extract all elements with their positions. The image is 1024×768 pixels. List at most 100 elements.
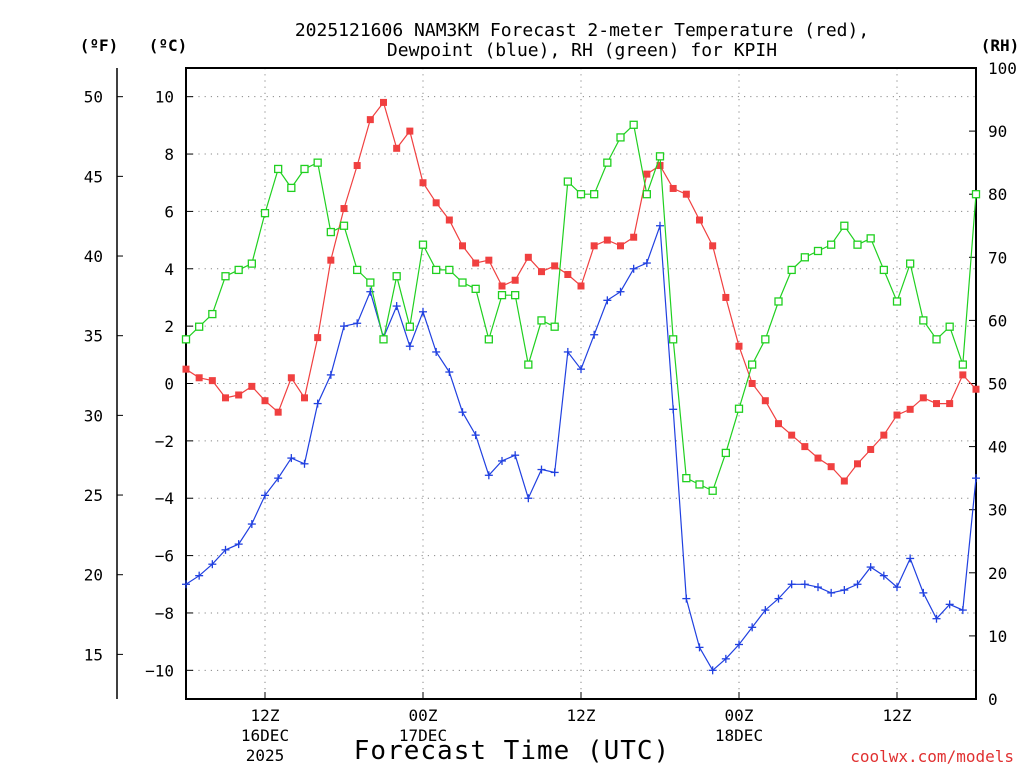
dewpoint-point — [234, 540, 243, 549]
celsius-tick-label: −4 — [155, 489, 174, 508]
rh-point — [603, 158, 612, 167]
temperature-point — [208, 377, 216, 385]
celsius-tick-label: −10 — [145, 661, 174, 680]
dewpoint-point — [682, 594, 691, 603]
rh-point — [471, 284, 480, 294]
rh-point — [866, 234, 875, 243]
rh-point — [669, 335, 678, 344]
rh-point — [576, 190, 586, 199]
temperature-point — [893, 411, 901, 419]
rh-point — [392, 272, 401, 281]
dewpoint-point — [761, 606, 770, 615]
rh-point — [208, 309, 217, 319]
temperature-point — [722, 293, 730, 301]
series-temperature — [182, 98, 980, 485]
temperature-point — [682, 190, 690, 198]
chart-title-line2: Dewpoint (blue), RH (green) for KPIH — [387, 40, 777, 61]
temperature-point — [274, 408, 282, 416]
rh-point — [655, 152, 665, 161]
dewpoint-point — [274, 474, 283, 483]
x-tick-label: 12Z — [251, 706, 280, 725]
rh-point — [418, 240, 428, 249]
rh-point — [945, 322, 954, 331]
rh-point — [971, 190, 981, 199]
temperature-point — [498, 282, 506, 290]
dewpoint-point — [708, 666, 717, 675]
rh-point — [642, 190, 651, 199]
temperature-point — [788, 431, 796, 439]
grid-lines — [186, 68, 976, 699]
celsius-tick-label: 4 — [164, 260, 174, 279]
dewpoint-point — [550, 468, 559, 477]
rh-point — [879, 265, 888, 275]
dewpoint-point — [405, 342, 414, 351]
rh-point — [695, 480, 704, 489]
temperature-point — [340, 205, 348, 213]
dewpoint-point — [419, 307, 427, 316]
dewpoint-point — [458, 408, 467, 417]
temperature-point — [656, 162, 664, 170]
dewpoint-point — [524, 494, 533, 503]
rh-point — [511, 291, 520, 300]
fahrenheit-axis-label: (ºF) — [80, 36, 119, 55]
dewpoint-point — [247, 520, 256, 529]
dewpoint-point — [392, 302, 401, 311]
dewpoint-point — [471, 431, 480, 440]
temperature-point — [643, 170, 651, 178]
rh-point — [339, 221, 349, 230]
temperature-point — [366, 116, 374, 124]
temperature-point — [669, 184, 677, 192]
celsius-tick-label: −2 — [155, 432, 174, 451]
temperature-point — [775, 420, 782, 428]
temperature-point — [933, 400, 940, 408]
rh-point — [919, 316, 928, 325]
x-tick-date-label: 16DEC — [241, 726, 289, 745]
temperature-point — [445, 216, 453, 224]
temperature-point — [603, 236, 611, 244]
x-axis-title: Forecast Time (UTC) — [354, 736, 670, 766]
dewpoint-point — [590, 330, 599, 339]
rh-point — [313, 158, 322, 167]
temperature-point — [538, 268, 545, 276]
rh-tick-label: 80 — [988, 185, 1007, 204]
rh-point — [234, 265, 243, 275]
rh-point — [932, 335, 941, 344]
rh-axis-label: (RH) — [981, 36, 1020, 55]
series-rh — [181, 120, 981, 495]
dewpoint-point — [300, 459, 309, 468]
temperature-point — [222, 394, 229, 402]
rh-point — [787, 265, 796, 275]
rh-point — [590, 190, 599, 199]
temperature-point — [906, 405, 914, 413]
rh-point — [734, 404, 744, 413]
temperature-point — [867, 445, 875, 453]
tick-labels: 1086420−2−4−6−8−105045403530252015100908… — [84, 59, 1017, 765]
celsius-tick-label: 0 — [164, 375, 174, 394]
temperature-point — [972, 385, 980, 393]
rh-point — [287, 183, 296, 193]
chart-title-line1: 2025121606 NAM3KM Forecast 2-meter Tempe… — [295, 20, 869, 41]
dewpoint-point — [195, 571, 204, 580]
series-dewpoint — [182, 221, 980, 675]
rh-point — [432, 265, 441, 275]
temperature-point — [617, 242, 624, 250]
rh-point — [379, 335, 388, 344]
temperature-point — [287, 374, 295, 382]
dewpoint-point — [603, 296, 612, 305]
x-tick-label: 00Z — [725, 706, 754, 725]
dewpoint-point — [840, 586, 849, 595]
fahrenheit-tick-label: 40 — [84, 247, 103, 266]
rh-point — [800, 253, 809, 262]
dewpoint-point — [445, 368, 454, 377]
temperature-point — [854, 460, 861, 468]
temperature-point — [314, 334, 322, 342]
temperature-point — [630, 233, 638, 241]
rh-point — [958, 360, 967, 369]
rh-tick-label: 100 — [988, 59, 1017, 78]
dewpoint-point — [853, 580, 862, 589]
dewpoint-point — [906, 554, 915, 563]
x-tick-date-label: 18DEC — [715, 726, 763, 745]
temperature-point — [564, 271, 572, 279]
rh-point — [195, 322, 204, 331]
